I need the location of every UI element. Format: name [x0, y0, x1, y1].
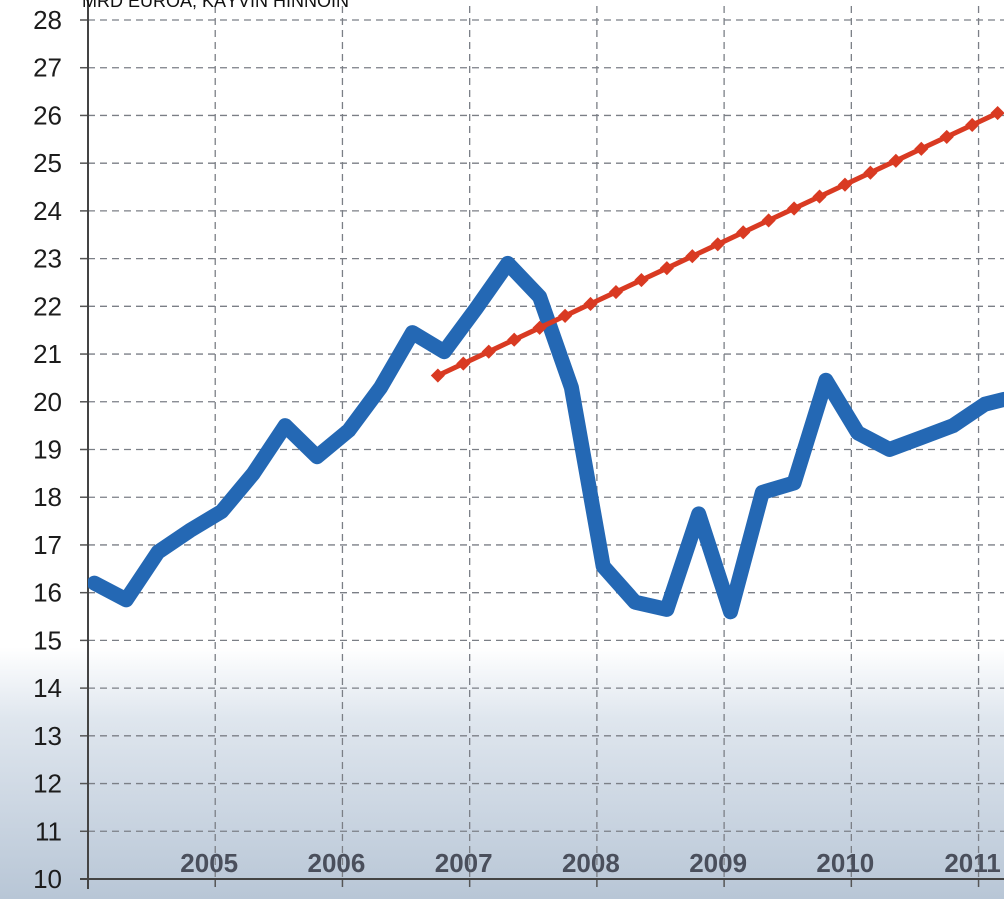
y-tick-label: 16 [33, 578, 62, 608]
y-tick-label: 10 [33, 864, 62, 894]
series-marker [914, 141, 929, 156]
y-tick-label: 11 [35, 816, 62, 846]
y-tick-label: 26 [33, 100, 62, 130]
x-tick-label: 2009 [689, 848, 747, 878]
y-tick-label: 27 [33, 53, 62, 83]
x-tick-label: 2008 [562, 848, 620, 878]
series-marker [965, 117, 980, 133]
axes: 10 11 12 13 14 15 16 17 18 19 20 21 22 23 24 25 26 27 28 20… [33, 0, 1004, 894]
series-marker [430, 368, 445, 383]
series-marker [863, 165, 878, 180]
y-tick-label: 22 [33, 291, 62, 321]
series-marker [787, 201, 802, 216]
x-tick-label: 2005 [180, 848, 238, 878]
x-tick-label: 2010 [816, 848, 874, 878]
y-tick-label: 14 [33, 673, 62, 703]
x-tick-label: 2006 [308, 848, 366, 878]
y-tick-label: 21 [33, 339, 62, 369]
series-marker [710, 237, 725, 252]
series [88, 105, 1004, 620]
y-tick-label: 17 [33, 530, 62, 560]
series-marker [939, 129, 954, 144]
y-tick-label: 25 [33, 148, 62, 178]
series-marker [532, 320, 547, 335]
series-marker [634, 273, 649, 288]
series-marker [736, 225, 751, 240]
unit-label: MRD EUROA, KÄYVIN HINNOIN [82, 0, 349, 11]
series-marker [583, 296, 598, 312]
series-marker [558, 308, 573, 323]
y-tick-label: 20 [33, 387, 62, 417]
series-line-actual [88, 255, 1004, 620]
y-tick-label: 13 [33, 721, 62, 751]
y-tick-label: 18 [33, 482, 62, 512]
series-marker [608, 284, 624, 300]
series-marker [837, 177, 853, 192]
series-marker [456, 356, 471, 371]
series-marker [761, 213, 776, 228]
y-tick-label: 23 [33, 244, 62, 274]
series-marker [481, 344, 496, 359]
series-marker [685, 249, 700, 264]
x-tick-label: 2007 [435, 848, 493, 878]
series-marker [990, 105, 1004, 121]
y-tick-label: 24 [33, 196, 62, 226]
y-tick-label: 28 [33, 5, 62, 35]
y-tick-label: 15 [33, 625, 62, 655]
series-marker [659, 261, 674, 276]
x-tick-label: 2011 [944, 848, 1000, 878]
y-tick-label: 12 [33, 769, 62, 799]
y-tick-label: 19 [33, 435, 62, 465]
series-marker [888, 153, 903, 168]
series-marker [812, 189, 827, 204]
series-marker [507, 332, 522, 347]
